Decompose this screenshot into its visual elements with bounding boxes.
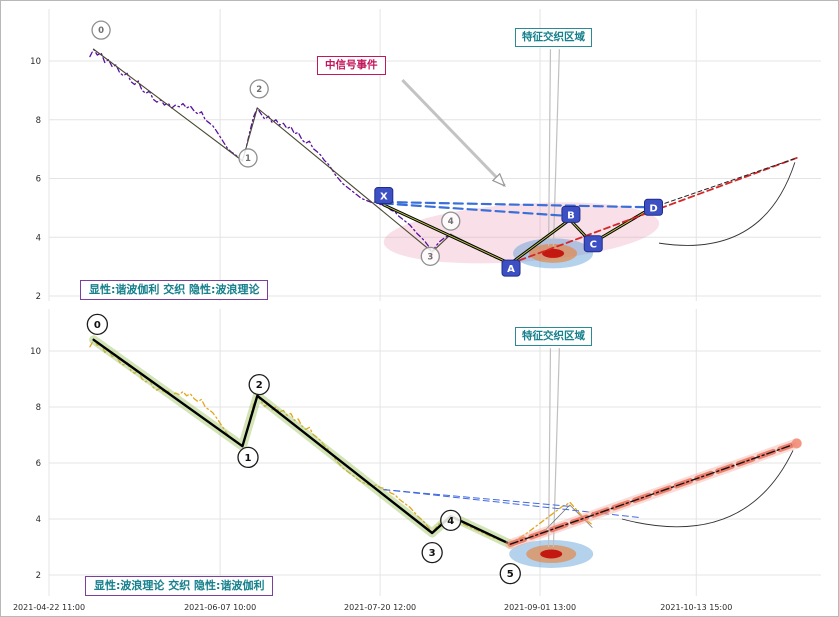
legend-bottom: 显性:波浪理论 交织 隐性:谐波伽利 [85,576,274,596]
svg-text:10: 10 [30,57,41,67]
svg-text:X: X [380,192,388,203]
svg-text:3: 3 [429,548,436,559]
svg-text:A: A [507,264,515,275]
svg-text:5: 5 [507,569,514,580]
svg-text:2021-09-01 13:00: 2021-09-01 13:00 [504,603,576,612]
svg-text:1: 1 [245,154,251,164]
svg-text:2021-07-20 12:00: 2021-07-20 12:00 [344,603,416,612]
signal-event-label: 中信号事件 [317,56,386,76]
svg-text:4: 4 [447,516,454,527]
svg-text:2: 2 [256,85,262,95]
svg-text:4: 4 [36,515,41,525]
svg-text:0: 0 [94,320,101,331]
svg-text:1: 1 [245,453,252,464]
svg-text:2021-04-22 11:00: 2021-04-22 11:00 [13,603,85,612]
feature-region-label-top: 特征交织区域 [515,28,592,48]
svg-text:2021-06-07 10:00: 2021-06-07 10:00 [184,603,256,612]
feature-region-label-bottom: 特征交织区域 [515,327,592,347]
svg-text:2: 2 [36,571,41,581]
svg-text:C: C [590,240,597,251]
svg-text:2: 2 [36,292,41,302]
svg-text:D: D [649,203,657,214]
svg-text:3: 3 [427,252,433,262]
svg-text:2021-10-13 15:00: 2021-10-13 15:00 [660,603,732,612]
svg-text:4: 4 [36,233,41,243]
svg-text:6: 6 [36,175,41,185]
svg-text:6: 6 [36,459,41,469]
svg-text:8: 8 [36,116,41,126]
svg-text:2: 2 [256,380,263,391]
svg-text:4: 4 [448,217,454,227]
svg-text:10: 10 [30,347,41,357]
legend-top: 显性:谐波伽利 交织 隐性:波浪理论 [80,280,269,300]
svg-text:8: 8 [36,403,41,413]
svg-text:0: 0 [98,26,104,36]
svg-text:B: B [567,210,575,221]
